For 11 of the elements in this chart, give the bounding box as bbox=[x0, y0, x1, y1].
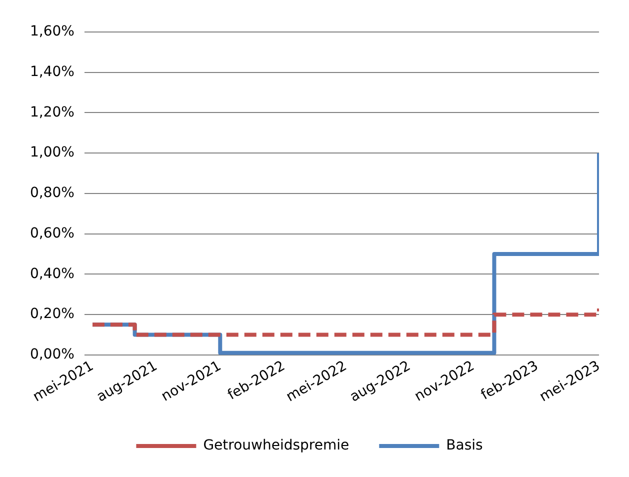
y-tick-label: 0,40% bbox=[30, 266, 74, 282]
y-tick-label: 0,60% bbox=[30, 225, 74, 242]
y-tick-label: 0,20% bbox=[30, 306, 74, 322]
y-tick-label: 1,00% bbox=[30, 144, 74, 161]
y-tick-label: 1,20% bbox=[30, 104, 74, 120]
y-tick-label: 0,80% bbox=[30, 185, 74, 202]
y-tick-label: 0,00% bbox=[30, 346, 74, 363]
y-tick-label: 1,40% bbox=[30, 64, 74, 80]
legend-label: Getrouwheidspremie bbox=[203, 438, 350, 454]
y-tick-label: 1,60% bbox=[30, 24, 74, 40]
legend-label: Basis bbox=[446, 438, 483, 454]
